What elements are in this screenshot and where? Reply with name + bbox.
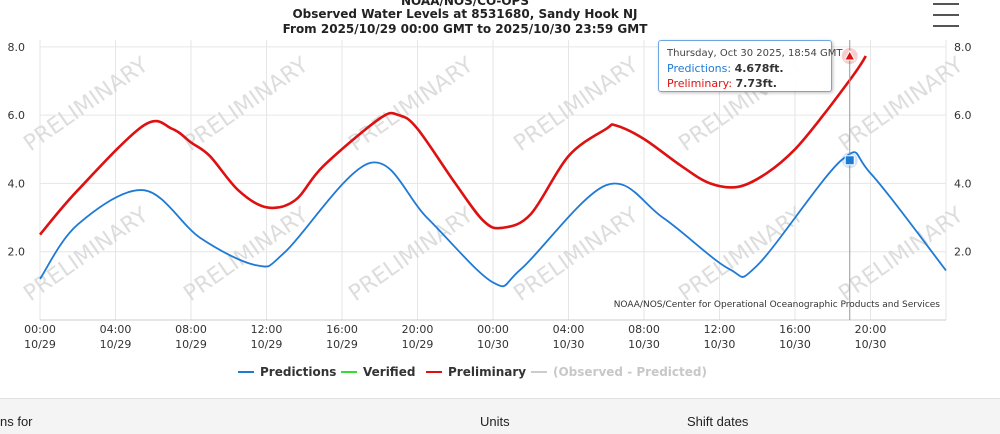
- units-label: Units: [480, 414, 510, 429]
- options-label: ns for: [0, 414, 33, 429]
- chart-title-station: Observed Water Levels at 8531680, Sandy …: [292, 7, 638, 21]
- x-tick-time: 08:00: [175, 323, 207, 336]
- x-tick-date: 10/29: [326, 338, 358, 351]
- axes: 00:00 10/29 04:00 10/29 08:00 10/29 12:00 10/29…: [8, 41, 972, 351]
- y-tick-label-left: 2.0: [8, 246, 26, 259]
- legend-diff[interactable]: (Observed - Predicted): [531, 365, 707, 381]
- series-line-predictions: [39, 151, 947, 288]
- chart-title-range: From 2025/10/29 00:00 GMT to 2025/10/30 …: [282, 22, 648, 36]
- series-line-preliminary: [39, 55, 867, 236]
- legend-verified[interactable]: Verified: [341, 365, 415, 381]
- x-tick-date: 10/29: [100, 338, 132, 351]
- x-tick-date: 10/30: [779, 338, 811, 351]
- hover-tooltip: Thursday, Oct 30 2025, 18:54 GMT Predict…: [658, 40, 843, 92]
- legend-swatch-predictions: [238, 370, 254, 373]
- y-tick-label-right: 6.0: [954, 109, 972, 122]
- y-tick-label-left: 6.0: [8, 109, 26, 122]
- x-tick-date: 10/29: [402, 338, 434, 351]
- x-tick-time: 00:00: [477, 323, 509, 336]
- legend-swatch-diff: [531, 370, 547, 373]
- x-tick-time: 08:00: [628, 323, 660, 336]
- x-tick-time: 20:00: [855, 323, 887, 336]
- tooltip-prel-label: Preliminary:: [667, 77, 733, 90]
- x-tick-date: 10/30: [477, 338, 509, 351]
- x-tick-time: 12:00: [704, 323, 736, 336]
- options-bar: ns for Units Shift dates: [0, 398, 1000, 434]
- y-tick-label-left: 4.0: [8, 177, 26, 190]
- x-tick-date: 10/29: [175, 338, 207, 351]
- y-tick-label-right: 2.0: [954, 246, 972, 259]
- x-tick-date: 10/29: [251, 338, 283, 351]
- y-tick-label-left: 8.0: [8, 41, 26, 54]
- tooltip-pred-label: Predictions:: [667, 62, 732, 75]
- x-tick-date: 10/29: [24, 338, 56, 351]
- x-tick-time: 00:00: [24, 323, 56, 336]
- marker-predictions: [844, 155, 855, 166]
- x-tick-date: 10/30: [628, 338, 660, 351]
- x-tick-time: 12:00: [251, 323, 283, 336]
- marker-preliminary: [843, 50, 856, 61]
- chart-credit: NOAA/NOS/Center for Operational Oceanogr…: [614, 300, 941, 310]
- water-level-chart: PRELIMINARY PRELIMINARY PRELIMINARY PRELIMI…: [8, 40, 972, 351]
- legend-preliminary[interactable]: Preliminary: [426, 365, 526, 381]
- x-tick-date: 10/30: [855, 338, 887, 351]
- legend-label-preliminary: Preliminary: [448, 365, 527, 379]
- x-tick-date: 10/30: [704, 338, 736, 351]
- legend-swatch-verified: [341, 370, 357, 373]
- markers: [841, 40, 858, 320]
- legend-label-diff: (Observed - Predicted): [553, 365, 707, 379]
- x-tick-time: 16:00: [779, 323, 811, 336]
- y-tick-label-right: 4.0: [954, 177, 972, 190]
- x-tick-date: 10/30: [553, 338, 585, 351]
- legend-label-predictions: Predictions: [260, 365, 337, 379]
- chart-title-agency: NOAA/NOS/CO-OPS: [401, 0, 529, 8]
- x-tick-time: 04:00: [553, 323, 585, 336]
- series: [39, 55, 947, 288]
- tooltip-time: Thursday, Oct 30 2025, 18:54 GMT: [667, 48, 843, 59]
- legend-predictions[interactable]: Predictions: [238, 365, 336, 381]
- legend-label-verified: Verified: [363, 365, 416, 379]
- hamburger-menu-icon[interactable]: [933, 3, 959, 27]
- y-tick-label-right: 8.0: [954, 41, 972, 54]
- tooltip-pred-value: 4.678ft.: [734, 62, 784, 75]
- x-tick-time: 20:00: [402, 323, 434, 336]
- x-tick-time: 04:00: [100, 323, 132, 336]
- x-tick-time: 16:00: [326, 323, 358, 336]
- tooltip-prel-value: 7.73ft.: [735, 77, 777, 90]
- legend-swatch-preliminary: [426, 370, 442, 373]
- shift-dates-label: Shift dates: [687, 414, 749, 429]
